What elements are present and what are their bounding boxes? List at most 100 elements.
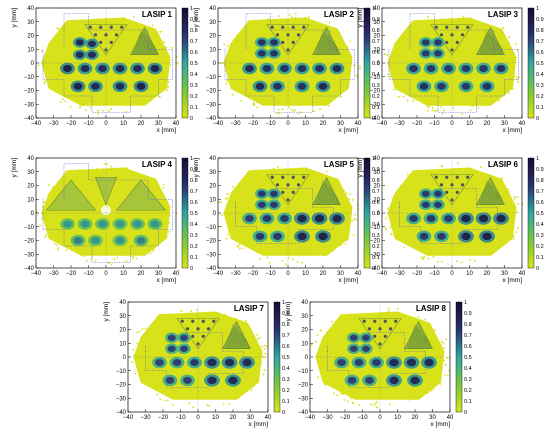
intensity-spot-core [461,232,471,241]
y-tick-label: 10 [373,197,380,203]
colorbar-tick-label: 0.6 [190,50,198,56]
speckle [87,169,89,172]
speckle [372,313,374,316]
speckle [314,340,317,343]
speckle [432,106,434,109]
speckle [346,46,349,48]
hatching-line [428,340,431,349]
speckle [268,261,271,264]
hatching-line [334,43,336,55]
speckle [460,261,463,264]
speckle [517,81,520,83]
y-tick-label: 20 [209,34,216,40]
intensity-spot-core [482,232,492,241]
x-tick-label: 0 [286,271,290,277]
speckle [125,260,128,263]
speckle [435,109,438,112]
intensity-spot-core [270,201,278,208]
speckle [502,244,504,246]
speckle [342,84,345,87]
speckle [295,12,297,15]
speckle [292,258,294,261]
x-tick-label: 30 [501,121,508,127]
intensity-spot-core [426,65,436,72]
speckle [89,106,92,109]
intensity-spot-core [389,358,399,367]
speckle [257,381,260,383]
colorbar-tick-label: 0.8 [372,28,380,34]
speckle [64,100,67,103]
speckle [403,184,406,187]
speckle [308,170,310,172]
intensity-spot-core [315,65,324,72]
speckle [446,356,448,359]
pinhole-spot [191,319,195,323]
speckle [45,234,48,237]
speckle [508,191,510,193]
speckle [343,189,345,192]
speckle [188,402,191,404]
speckle [502,87,505,89]
speckle [504,190,507,192]
colorbar-tick-label: 0.7 [282,333,290,339]
y-tick-label: 10 [301,341,308,347]
intensity-spot-core [136,82,146,90]
intensity-spot-core [136,237,146,244]
speckle [125,111,128,113]
speckle [256,338,259,340]
speckle [330,320,333,323]
speckle [235,35,238,37]
hatching-line [488,186,493,205]
speckle [498,97,500,99]
speckle [336,394,339,397]
colorbar-tick-label: 0.6 [190,200,198,206]
speckle [336,183,338,186]
speckle [440,165,443,167]
speckle [224,313,226,316]
intensity-spot-core [270,39,278,46]
hatching-line [416,330,421,349]
colorbar-tick-label: 0.7 [372,189,380,195]
speckle [287,256,290,259]
x-tick-label: −20 [158,415,169,421]
speckle [474,259,476,262]
speckle [324,382,326,385]
speckle [107,262,110,264]
speckle [393,88,395,91]
speckle [169,64,171,66]
colorbar-tick-label: 0.4 [282,366,290,372]
hatching-line [488,36,493,55]
y-tick-label: 10 [119,341,126,347]
speckle [346,74,349,76]
speckle [288,106,290,108]
hatching-line [483,182,490,205]
pinhole-spot [291,175,295,179]
y-tick-label: −30 [24,252,35,258]
speckle [376,406,379,409]
speckle [59,93,61,95]
intensity-spot-core [255,82,265,90]
speckle [457,162,459,165]
speckle [225,83,228,85]
colorbar-tick-label: 1 [536,6,539,12]
speckle [316,334,319,336]
colorbar-tick-label: 0.6 [536,50,544,56]
colorbar-tick-label: 0.1 [282,399,290,405]
speckle [516,227,519,229]
intensity-spot-core [437,232,446,240]
speckle [152,250,154,252]
speckle [56,183,59,186]
intensity-spot-core [349,345,358,352]
intensity-spot-core [172,359,182,366]
colorbar-tick-label: 0.9 [282,311,290,317]
y-tick-label: −20 [206,89,217,95]
hatching-line [499,44,502,55]
y-tick-label: 10 [209,197,216,203]
intensity-spot-core [478,214,489,223]
speckle [102,109,104,112]
speckle [402,35,405,38]
speckle [424,318,426,321]
colorbar-tick-label: 0.3 [372,233,380,239]
pinhole-spot [296,33,301,37]
speckle [390,61,392,64]
